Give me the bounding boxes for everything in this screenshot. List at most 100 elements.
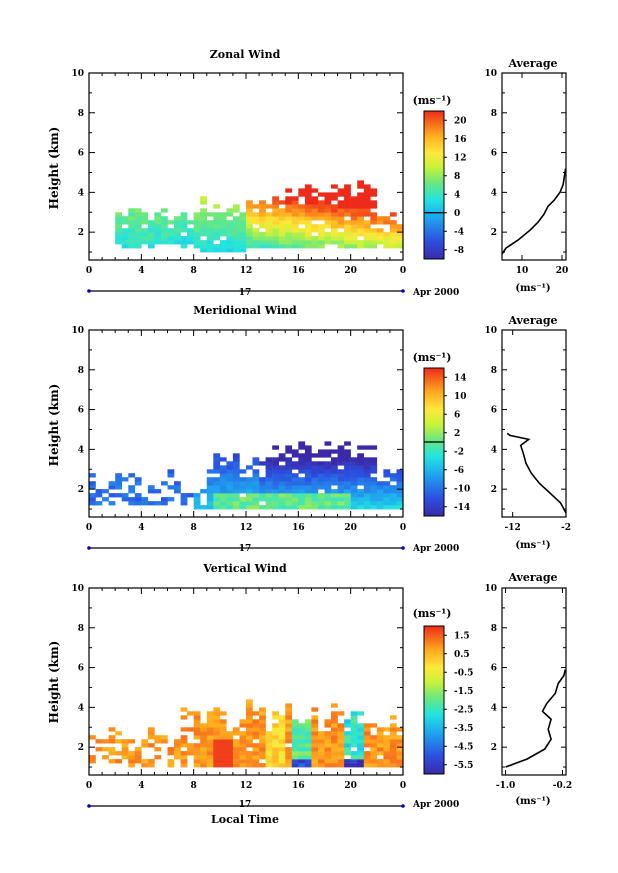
heatmap-cell <box>206 747 214 752</box>
heatmap-cell <box>278 501 286 506</box>
heatmap-cell <box>311 755 319 760</box>
heatmap-cell <box>115 224 122 229</box>
profile-y-tick-label: 8 <box>491 366 497 376</box>
heatmap-cell <box>311 715 319 720</box>
heatmap-cell <box>108 735 116 740</box>
heatmap-cell <box>232 477 240 482</box>
heatmap-cell <box>128 739 136 744</box>
heatmap-cell <box>226 755 234 760</box>
heatmap-cell <box>389 747 397 752</box>
heatmap-cell <box>193 236 201 241</box>
heatmap-cell <box>278 469 286 474</box>
heatmap-cell <box>259 244 266 249</box>
heatmap-cell <box>95 747 103 752</box>
heatmap-cell <box>141 763 149 768</box>
x-tick-label: 8 <box>191 266 197 276</box>
heatmap-cell <box>389 220 397 225</box>
heatmap-cell <box>252 735 260 740</box>
heatmap-cell <box>219 711 227 716</box>
heatmap-cell <box>396 469 404 474</box>
heatmap-cell <box>154 216 162 221</box>
heatmap-cell <box>363 735 371 740</box>
heatmap-cell <box>134 216 142 221</box>
heatmap-cell <box>193 232 201 237</box>
heatmap-cell <box>324 461 332 466</box>
heatmap-cell <box>285 755 293 760</box>
x-tick-label: 0 <box>400 781 406 791</box>
heatmap-cell <box>318 505 325 510</box>
heatmap-cell <box>350 208 358 213</box>
heatmap-cell <box>265 759 273 764</box>
heatmap-cell <box>324 220 332 225</box>
heatmap-cell <box>259 212 266 217</box>
colorbar-tick-label: -5.5 <box>454 761 473 771</box>
heatmap-cell <box>389 236 397 241</box>
heatmap-cell <box>128 244 136 249</box>
heatmap-cell <box>239 212 247 217</box>
heatmap-cell <box>193 505 201 510</box>
heatmap-cell <box>357 196 364 201</box>
heatmap-cell <box>350 469 358 474</box>
heatmap-cell <box>167 759 175 764</box>
colorbar-tick-label: 12 <box>454 153 467 163</box>
heatmap-cell <box>272 196 279 201</box>
heatmap-cell <box>383 220 391 225</box>
heatmap-cell <box>350 759 358 764</box>
heatmap-cell <box>350 240 358 245</box>
heatmap-cell <box>350 497 358 502</box>
profile-y-tick-label: 8 <box>491 109 497 119</box>
heatmap-cell <box>121 244 129 249</box>
heatmap-cell <box>370 461 378 466</box>
heatmap-cell <box>239 747 247 752</box>
colorbar-tick-label: 16 <box>454 135 467 145</box>
heatmap-cell <box>324 441 332 446</box>
heatmap-cell <box>278 497 286 502</box>
heatmap-cell <box>213 228 221 233</box>
heatmap-cell <box>252 457 260 462</box>
heatmap-cell <box>376 497 384 502</box>
heatmap-cell <box>363 212 371 217</box>
heatmap-cell <box>226 220 234 225</box>
heatmap-cell <box>239 501 247 506</box>
heatmap-cell <box>265 204 273 209</box>
heatmap-cell <box>357 461 364 466</box>
heatmap-cell <box>265 473 273 478</box>
heatmap-cell <box>291 236 299 241</box>
heatmap-cell <box>128 232 136 237</box>
heatmap-cell <box>376 489 384 494</box>
heatmap-cell <box>363 465 371 470</box>
heatmap-cell <box>259 751 266 756</box>
heatmap-cell <box>147 489 155 494</box>
heatmap-cell <box>370 747 378 752</box>
heatmap-cell <box>344 441 351 446</box>
heatmap-cell <box>252 711 260 716</box>
heatmap-cell <box>232 224 240 229</box>
heatmap-cell <box>383 244 391 249</box>
heatmap-cell <box>121 743 129 748</box>
heatmap-cell <box>291 747 299 752</box>
heatmap-cell <box>278 228 286 233</box>
heatmap-cell <box>206 228 214 233</box>
heatmap-cell <box>337 477 345 482</box>
heatmap-cell <box>246 707 253 712</box>
heatmap-cell <box>239 505 247 510</box>
heatmap-cell <box>331 457 338 462</box>
heatmap-cell <box>226 501 234 506</box>
heatmap-cell <box>285 188 293 193</box>
heatmap-cell <box>357 457 364 462</box>
heatmap-cell <box>363 232 371 237</box>
heatmap-cell <box>396 759 404 764</box>
heatmap-cell <box>350 473 358 478</box>
heatmap-cell <box>167 473 175 478</box>
heatmap-cell <box>187 751 194 756</box>
heatmap-cell <box>252 493 260 498</box>
heatmap-cell <box>219 465 227 470</box>
heatmap-cell <box>193 715 201 720</box>
heatmap-cell <box>174 743 181 748</box>
heatmap-cell <box>213 461 221 466</box>
heatmap-cell <box>337 759 345 764</box>
heatmap-cell <box>318 240 325 245</box>
heatmap-cell <box>246 723 253 728</box>
heatmap-cell <box>206 220 214 225</box>
heatmap-cell <box>383 240 391 245</box>
